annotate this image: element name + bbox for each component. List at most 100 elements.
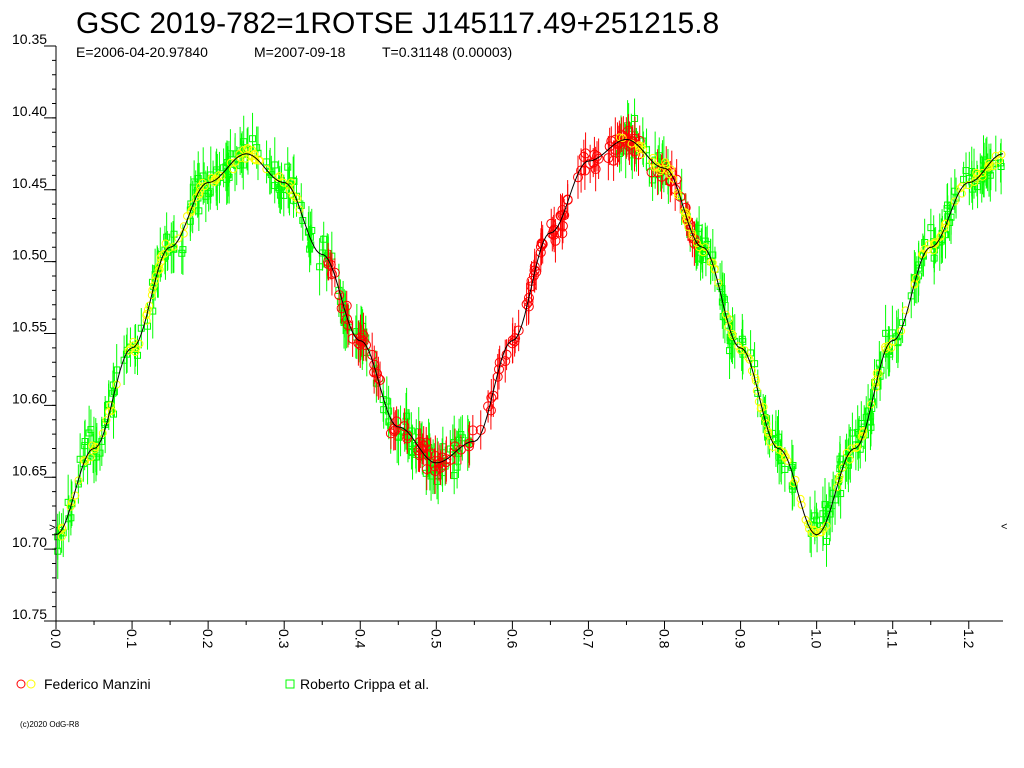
x-tick-label: 0.7 <box>580 629 596 649</box>
red-point <box>590 164 601 175</box>
green-point <box>90 453 98 461</box>
yellow-point <box>797 500 806 509</box>
yellow-point <box>256 156 265 165</box>
x-tick-label: 1.1 <box>885 629 901 649</box>
x-tick-label: 0.9 <box>733 629 749 649</box>
red-point <box>546 218 557 229</box>
yellow-point <box>819 525 828 534</box>
yellow-point <box>991 151 1000 160</box>
green-point <box>986 171 994 179</box>
green-point <box>271 182 279 190</box>
red-point <box>562 195 573 206</box>
yellow-point <box>58 524 67 533</box>
y-tick-labels: 10.35 10.40 10.45 10.50 10.55 10.60 10.65 10.70… <box>12 31 47 622</box>
green-point <box>813 516 821 524</box>
legend: Federico Manzini Roberto Crippa et al. <box>16 676 429 692</box>
yellow-point <box>239 145 248 154</box>
green-point <box>85 429 93 437</box>
yellow-point <box>81 457 90 466</box>
red-point <box>523 301 534 312</box>
yellow-point <box>760 414 769 423</box>
yellow-point <box>149 281 158 290</box>
y-tick-label: 10.45 <box>12 175 47 191</box>
red-point <box>613 138 624 149</box>
yellow-point <box>997 150 1006 159</box>
y-tick-label: 10.75 <box>12 606 47 622</box>
yellow-point <box>143 305 152 314</box>
green-point <box>875 359 883 367</box>
edge-marker-left: > <box>49 522 55 534</box>
yellow-point <box>179 229 188 238</box>
red-point <box>608 155 619 166</box>
yellow-point <box>910 279 919 288</box>
yellow-point <box>243 144 252 153</box>
legend-label-manzini: Federico Manzini <box>44 676 151 692</box>
yellow-point <box>936 232 945 241</box>
yellow-point <box>872 369 881 378</box>
yellow-point <box>657 165 666 174</box>
yellow-point <box>989 162 998 171</box>
yellow-point <box>648 157 657 166</box>
fit-curve <box>55 138 1004 536</box>
yellow-point <box>74 476 83 485</box>
green-point <box>856 445 864 453</box>
subtitle-period: T=0.31148 (0.00003) <box>382 44 512 60</box>
green-point <box>821 501 829 509</box>
x-tick-label: 0.4 <box>352 629 368 649</box>
red-point <box>623 125 634 136</box>
red-point <box>415 443 426 454</box>
x-tick-label: 0.3 <box>276 629 292 649</box>
yellow-point <box>858 431 867 440</box>
red-point <box>323 256 334 267</box>
yellow-point <box>832 483 841 492</box>
green-point <box>316 263 324 271</box>
red-point <box>680 202 691 213</box>
subtitle-epoch: E=2006-04-20.97840 <box>76 44 208 60</box>
red-point <box>435 462 446 473</box>
yellow-point <box>956 184 965 193</box>
green-point <box>109 389 117 397</box>
red-point <box>576 165 587 176</box>
red-point <box>494 364 505 375</box>
green-point <box>775 433 783 441</box>
red-point <box>375 374 386 385</box>
yellow-point <box>852 443 861 452</box>
yellow-point <box>834 475 843 484</box>
yellow-point <box>728 329 737 338</box>
green-point <box>429 465 437 473</box>
yellow-point <box>151 276 160 285</box>
yellow-point <box>762 419 771 428</box>
copyright-note: (c)2020 OdG-R8 <box>20 720 80 729</box>
yellow-point <box>161 239 170 248</box>
yellow-point <box>210 175 219 184</box>
yellow-point <box>964 181 973 190</box>
yellow-point <box>174 234 183 243</box>
yellow-point <box>699 248 708 257</box>
green-point <box>276 191 284 199</box>
green-point <box>450 472 458 480</box>
x-tick-labels: 0.0 0.1 0.2 0.3 0.4 0.5 0.6 0.7 0.8 0.9 1.0 1.1 1.2 <box>48 629 977 649</box>
x-tick-label: 0.1 <box>124 629 140 649</box>
red-point <box>557 204 568 215</box>
green-point <box>149 307 157 315</box>
red-point <box>621 133 632 144</box>
green-point <box>927 224 935 232</box>
yellow-point <box>634 142 643 151</box>
chart-title: GSC 2019-782=1ROTSE J145117.49+251215.8 <box>76 7 719 40</box>
subtitle-max: M=2007-09-18 <box>254 44 346 60</box>
yellow-point <box>155 261 164 270</box>
yellow-point <box>669 174 678 183</box>
green-point <box>811 512 819 520</box>
yellow-point <box>931 239 940 248</box>
green-point <box>455 449 463 457</box>
green-point <box>848 429 856 437</box>
yellow-point <box>778 448 787 457</box>
yellow-point <box>950 197 959 206</box>
yellow-point <box>838 463 847 472</box>
green-point <box>893 333 901 341</box>
yellow-point <box>744 353 753 362</box>
yellow-point <box>618 134 627 143</box>
x-tick-label: 0.2 <box>200 629 216 649</box>
green-point <box>867 412 875 420</box>
